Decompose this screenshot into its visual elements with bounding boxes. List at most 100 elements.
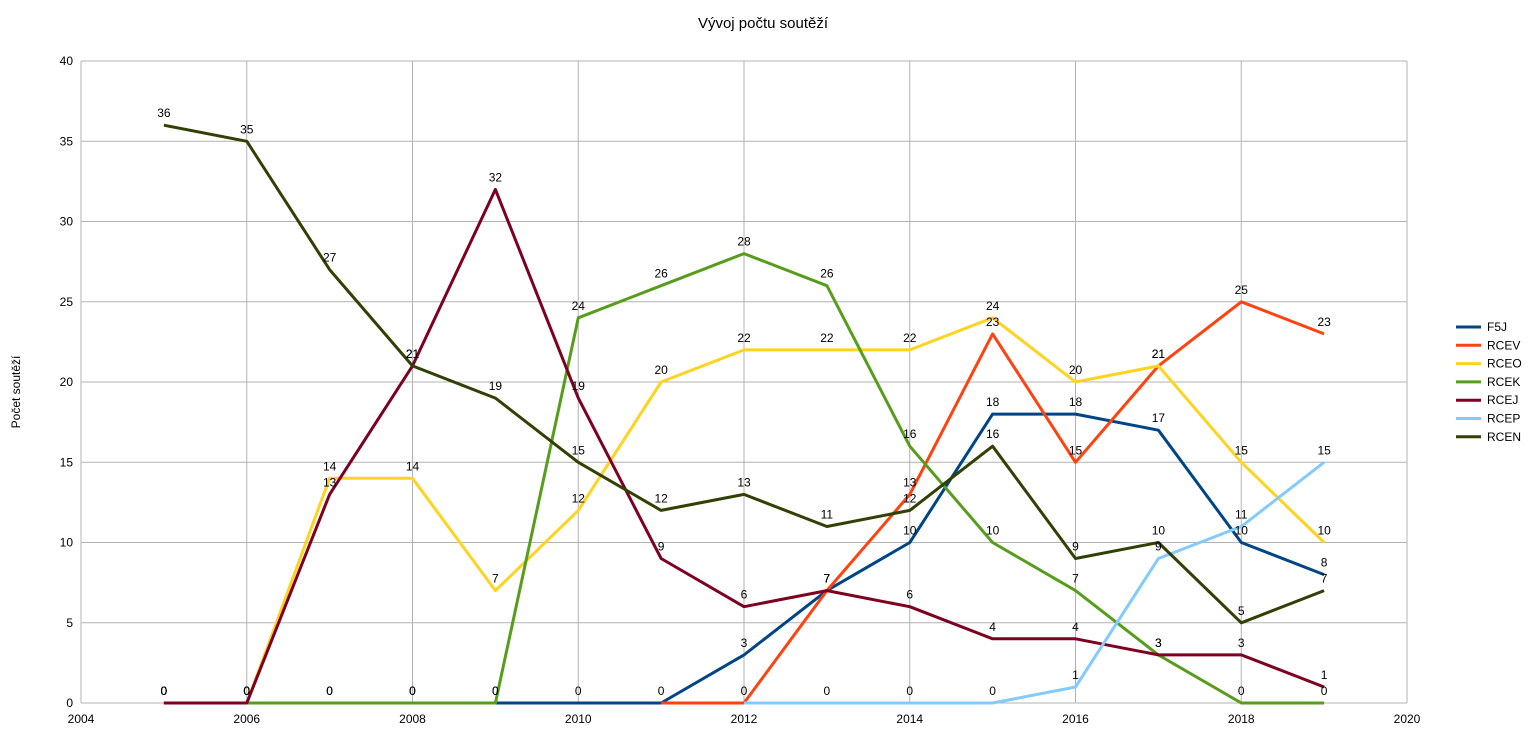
data-label-rceo: 15 [1235, 443, 1249, 457]
legend-label-rcev: RCEV [1487, 338, 1520, 352]
data-label-rceo: 14 [323, 459, 337, 473]
y-tick-label: 0 [66, 696, 73, 710]
data-label-rcej: 6 [906, 588, 913, 602]
data-label-rceo: 20 [654, 363, 668, 377]
data-label-rcev: 21 [1152, 347, 1166, 361]
series-lines [163, 123, 1326, 705]
data-label-rcek: 0 [1321, 684, 1328, 698]
gridlines [80, 60, 1408, 704]
data-label-rcej: 21 [406, 347, 420, 361]
data-label-rcej: 3 [1155, 636, 1162, 650]
x-tick-label: 2020 [1394, 712, 1421, 726]
data-label-rcek: 3 [1155, 636, 1162, 650]
data-label-rcep: 1 [1072, 668, 1079, 682]
x-tick-label: 2014 [896, 712, 923, 726]
data-label-rcek: 28 [737, 235, 751, 249]
data-label-rcep: 0 [989, 684, 996, 698]
data-label-f5j: 0 [161, 684, 168, 698]
data-label-f5j: 10 [903, 524, 917, 538]
data-label-rcep: 15 [1317, 443, 1331, 457]
data-label-rcek: 10 [986, 524, 1000, 538]
data-label-rcen: 9 [1072, 540, 1079, 554]
data-label-rcen: 15 [572, 443, 586, 457]
y-tick-label: 25 [60, 295, 74, 309]
data-label-rcej: 6 [741, 588, 748, 602]
legend-label-f5j: F5J [1487, 320, 1507, 334]
data-label-rcen: 12 [903, 491, 917, 505]
y-tick-label: 15 [60, 455, 74, 469]
data-label-f5j: 0 [326, 684, 333, 698]
chart-title: Vývoj počtu soutěží [698, 15, 829, 32]
data-label-f5j: 7 [824, 572, 831, 586]
data-label-f5j: 3 [741, 636, 748, 650]
data-label-rceo: 22 [737, 331, 751, 345]
tick-labels: 2004 2006 2008 2010 2012 2014 2016 2018 20200510… [60, 54, 1421, 726]
y-axis-label: Počet soutěží [9, 355, 23, 428]
data-label-f5j: 0 [492, 684, 499, 698]
y-tick-label: 10 [60, 536, 74, 550]
data-label-rcek: 0 [326, 684, 333, 698]
data-label-rceo: 20 [1069, 363, 1083, 377]
data-label-rcen: 21 [406, 347, 420, 361]
x-tick-label: 2008 [399, 712, 426, 726]
data-label-rcen: 13 [737, 475, 751, 489]
data-label-rcej: 0 [161, 684, 168, 698]
data-label-rcev: 7 [824, 572, 831, 586]
data-label-rcej: 32 [489, 170, 503, 184]
y-tick-label: 40 [60, 54, 74, 68]
data-label-rcev: 0 [741, 684, 748, 698]
data-label-rcep: 0 [824, 684, 831, 698]
data-label-f5j: 8 [1321, 556, 1328, 570]
data-label-f5j: 17 [1152, 411, 1166, 425]
data-label-rcep: 9 [1155, 540, 1162, 554]
data-label-rceo: 10 [1317, 524, 1331, 538]
data-label-rcen: 7 [1321, 572, 1328, 586]
x-tick-label: 2010 [565, 712, 592, 726]
data-label-rcen: 12 [654, 491, 668, 505]
data-label-rcej: 3 [1238, 636, 1245, 650]
series-line-rcen [163, 123, 1325, 625]
legend: F5J RCEV RCEO RCEK RCEJ RCEP RCEN [1456, 320, 1522, 444]
data-label-rcev: 23 [1317, 315, 1331, 329]
data-label-rcek: 7 [1072, 572, 1079, 586]
data-label-rcen: 5 [1238, 604, 1245, 618]
data-label-rceo: 24 [986, 299, 1000, 313]
data-label-rcev: 15 [1069, 443, 1083, 457]
data-label-rcev: 25 [1235, 283, 1249, 297]
data-label-rceo: 22 [820, 331, 834, 345]
x-tick-label: 2004 [68, 712, 95, 726]
x-tick-label: 2006 [233, 712, 260, 726]
data-label-rceo: 22 [903, 331, 917, 345]
y-tick-label: 5 [66, 616, 73, 630]
legend-label-rcek: RCEK [1487, 375, 1520, 389]
data-label-rceo: 0 [243, 684, 250, 698]
data-label-rcen: 10 [1152, 524, 1166, 538]
data-label-rcen: 11 [821, 507, 834, 521]
data-label-rcek: 0 [1238, 684, 1245, 698]
data-label-rceo: 7 [492, 572, 499, 586]
data-label-rcek: 24 [572, 299, 586, 313]
data-label-rcek: 0 [161, 684, 168, 698]
data-label-rcek: 26 [820, 267, 834, 281]
y-tick-label: 35 [60, 134, 74, 148]
x-tick-label: 2012 [731, 712, 758, 726]
data-label-rcen: 16 [986, 427, 1000, 441]
data-label-rcej: 7 [824, 572, 831, 586]
x-tick-label: 2018 [1228, 712, 1255, 726]
data-label-f5j: 10 [1235, 524, 1249, 538]
legend-label-rcep: RCEP [1487, 412, 1520, 426]
legend-label-rcej: RCEJ [1487, 393, 1518, 407]
data-label-rcej: 13 [323, 475, 337, 489]
data-label-f5j: 18 [1069, 395, 1083, 409]
data-label-rcej: 4 [989, 620, 996, 634]
data-label-rcen: 27 [323, 251, 337, 265]
data-label-rceo: 14 [406, 459, 420, 473]
data-label-rcej: 0 [243, 684, 250, 698]
series-line-rcej [163, 187, 1325, 705]
data-label-rcek: 0 [492, 684, 499, 698]
data-label-rcej: 19 [572, 379, 586, 393]
data-label-f5j: 0 [243, 684, 250, 698]
data-label-rceo: 12 [572, 491, 586, 505]
